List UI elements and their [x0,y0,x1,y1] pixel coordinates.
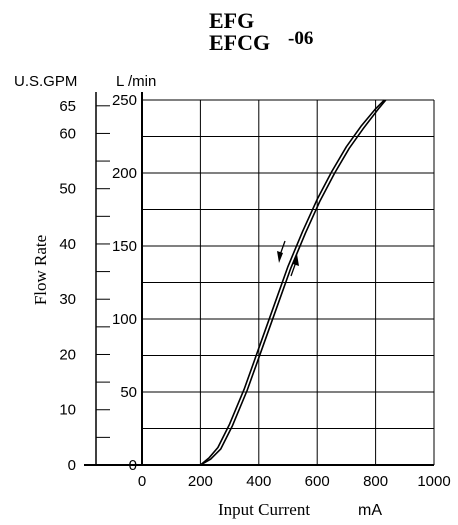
grid [142,99,435,465]
chart-title-line-2: EFCG [209,30,270,55]
y-secondary-unit: U.S.GPM [14,73,77,90]
x-axis-label: Input Current [218,500,310,519]
y-axis-label: Flow Rate [31,235,50,305]
axes [84,92,434,466]
y-secondary-tick-label: 20 [59,346,76,363]
x-tick-label: 1000 [417,473,450,490]
x-tick-label: 0 [138,473,146,490]
y-primary-tick-label: 100 [112,311,137,328]
arrow-up-head [293,254,299,266]
y-secondary-tick-label: 40 [59,236,76,253]
y-secondary-tick-label: 10 [59,402,76,419]
chart-title-suffix: -06 [288,28,313,49]
y-secondary-tick-label: 65 [59,98,76,115]
y-secondary-tick-label: 0 [68,457,76,474]
x-axis-unit: mA [358,502,382,519]
series-line-2 [200,99,387,466]
y-secondary-tick-label: 50 [59,181,76,198]
x-tick-label: 400 [246,473,271,490]
y-primary-tick-label: 150 [112,238,137,255]
x-tick-label: 600 [305,473,330,490]
chart-title-line-1: EFG [209,8,254,33]
y-secondary-tick-label: 60 [59,125,76,142]
y-primary-tick-label: 200 [112,165,137,182]
series-lines [199,99,387,466]
arrow-down-head [277,251,283,263]
y-secondary-tick-labels: 0 10 20 30 40 50 60 65 [59,98,110,474]
y-primary-tick-label: 250 [112,92,137,109]
x-tick-labels: 0 200 400 600 800 1000 [138,473,451,490]
x-tick-label: 800 [363,473,388,490]
y-primary-tick-labels: 0 50 100 150 200 250 [112,92,137,474]
hysteresis-arrows [277,240,299,277]
y-primary-tick-label: 0 [129,457,137,474]
x-tick-label: 200 [188,473,213,490]
y-primary-tick-label: 50 [120,384,137,401]
y-primary-unit: L /min [116,73,156,90]
y-secondary-tick-label: 30 [59,291,76,308]
chart-title: EFG EFCG -06 [209,8,313,55]
series-line-1 [199,99,385,466]
